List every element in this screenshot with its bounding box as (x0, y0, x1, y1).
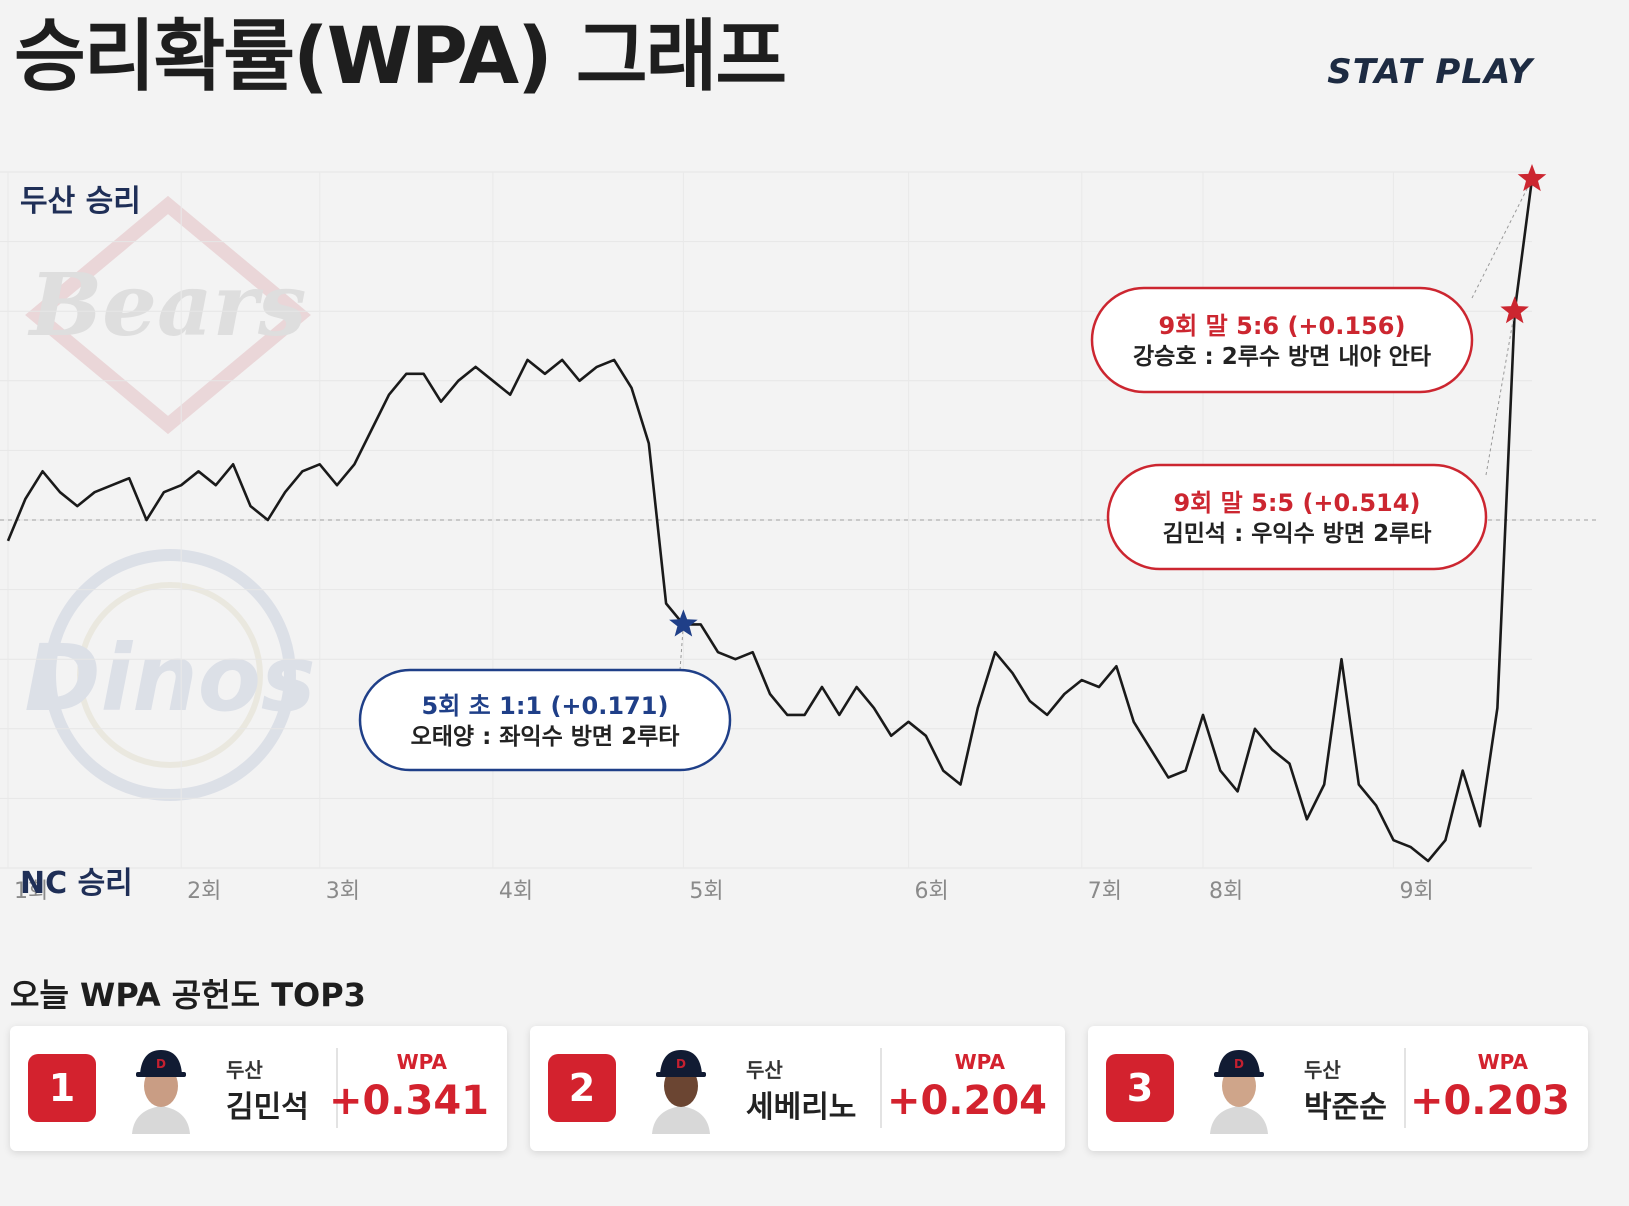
brand-logo: STAT PLAY (1327, 52, 1533, 92)
nc-win-label: NC 승리 (20, 866, 133, 901)
annotation-leader (1485, 311, 1516, 476)
player-team: 두산 (746, 1058, 783, 1082)
dinos-logo-watermark: Dinos (24, 549, 316, 801)
annotation-leader (1471, 178, 1533, 299)
x-tick-label: 3회 (326, 879, 360, 904)
doosan-win-label: 두산 승리 (20, 184, 141, 219)
wpa-label: WPA (1477, 1050, 1528, 1074)
annotation-leader (679, 624, 684, 671)
wpa-chart: Bears Dinos 1회 2회 3회 4회 5회 6회 7회 8회 9회 5회 초 1:1 … (0, 164, 1600, 904)
annotation-callout: 9회 말 5:5 (+0.514) 김민석 : 우익수 방면 2루타 (1106, 296, 1529, 571)
card-divider (1404, 1048, 1406, 1128)
annotation-title: 9회 말 5:5 (+0.514) (1174, 489, 1421, 517)
x-tick-label: 9회 (1399, 879, 1433, 904)
player-team: 두산 (1304, 1058, 1341, 1082)
x-tick-label: 2회 (187, 879, 221, 904)
player-photo: D (132, 1050, 190, 1134)
svg-text:D: D (156, 1057, 166, 1071)
player-card-1: 1 D 두산 김민석 WPA +0.341 (10, 1026, 507, 1151)
svg-text:Dinos: Dinos (24, 625, 315, 732)
page-title: 승리확률(WPA) 그래프 (14, 12, 787, 102)
annotation-body: 오태양 : 좌익수 방면 2루타 (411, 724, 680, 750)
x-tick-label: 4회 (499, 879, 533, 904)
top3-title: 오늘 WPA 공헌도 TOP3 (10, 976, 366, 1014)
svg-text:D: D (676, 1057, 686, 1071)
star-icon (1500, 296, 1529, 324)
x-tick-label: 7회 (1088, 879, 1122, 904)
player-card-2: 2 D 두산 세베리노 WPA +0.204 (530, 1026, 1065, 1151)
star-icon (669, 609, 698, 637)
player-team: 두산 (226, 1058, 263, 1082)
annotation-callout: 5회 초 1:1 (+0.171) 오태양 : 좌익수 방면 2루타 (358, 609, 732, 772)
player-name: 박준순 (1304, 1090, 1387, 1125)
annotation-callout: 9회 말 5:6 (+0.156) 강승호 : 2루수 방면 내야 안타 (1090, 164, 1547, 394)
annotation-title: 5회 초 1:1 (+0.171) (422, 692, 669, 720)
annotation-title: 9회 말 5:6 (+0.156) (1159, 312, 1406, 340)
player-photo: D (1210, 1050, 1268, 1134)
svg-text:D: D (1234, 1057, 1244, 1071)
card-divider (336, 1048, 338, 1128)
wpa-label: WPA (396, 1050, 447, 1074)
wpa-value: +0.204 (886, 1078, 1047, 1124)
bears-logo-watermark: Bears (25, 195, 311, 435)
star-icon (1517, 164, 1547, 192)
wpa-value: +0.341 (328, 1078, 489, 1124)
annotation-box (1090, 286, 1474, 394)
card-divider (880, 1048, 882, 1128)
annotation-box (1106, 463, 1488, 571)
annotations: 5회 초 1:1 (+0.171) 오태양 : 좌익수 방면 2루타 9회 말 5:… (358, 164, 1547, 772)
x-tick-label: 5회 (689, 879, 723, 904)
rank-badge: 3 (1106, 1054, 1174, 1122)
player-name: 세베리노 (746, 1090, 857, 1125)
annotation-body: 강승호 : 2루수 방면 내야 안타 (1133, 344, 1431, 370)
player-photo: D (652, 1050, 710, 1134)
wpa-label: WPA (954, 1050, 1005, 1074)
annotation-box (358, 668, 732, 772)
rank-badge: 2 (548, 1054, 616, 1122)
x-tick-label: 1회 (14, 879, 48, 904)
annotation-body: 김민석 : 우익수 방면 2루타 (1163, 521, 1432, 547)
rank-badge: 1 (28, 1054, 96, 1122)
wpa-value: +0.203 (1409, 1078, 1570, 1124)
x-tick-label: 6회 (915, 879, 949, 904)
player-name: 김민석 (226, 1090, 309, 1125)
x-axis-ticks: 1회 2회 3회 4회 5회 6회 7회 8회 9회 (14, 879, 1434, 904)
x-tick-label: 8회 (1209, 879, 1243, 904)
svg-text:Bears: Bears (27, 255, 307, 356)
wpa-series-line (6, 178, 1534, 863)
player-card-3: 3 D 두산 박준순 WPA +0.203 (1088, 1026, 1588, 1151)
